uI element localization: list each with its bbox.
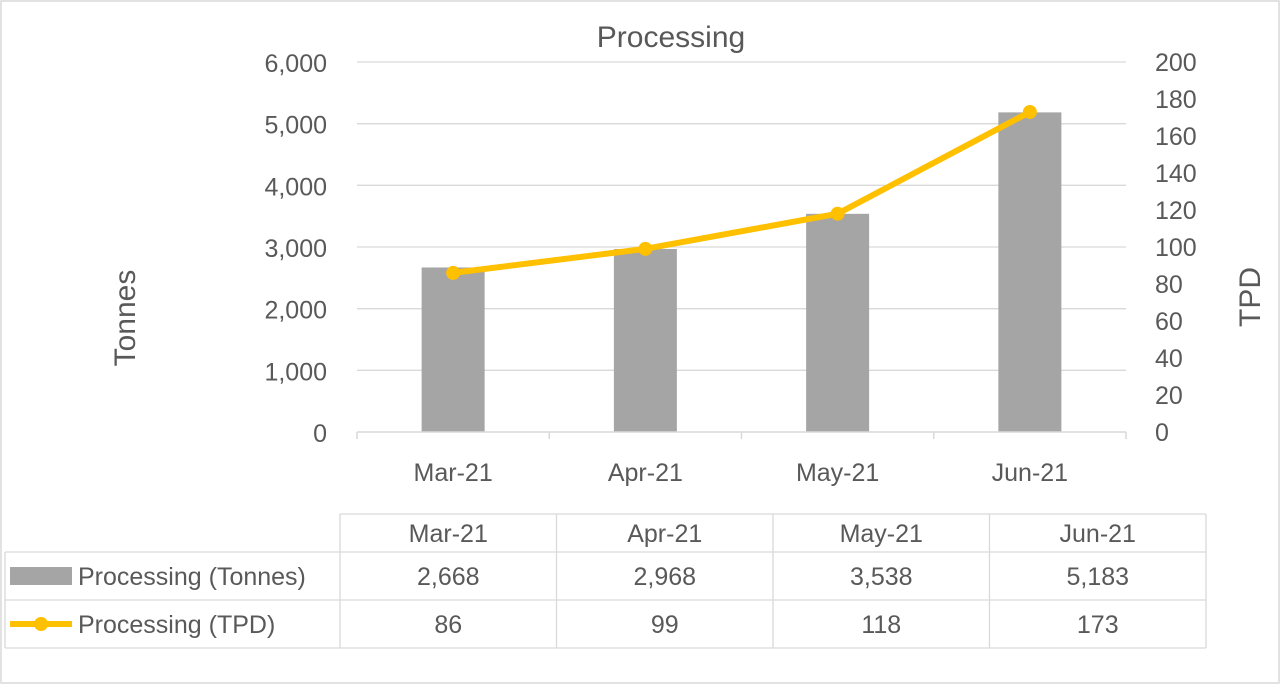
table-header-cell: Jun-21: [1060, 520, 1136, 548]
table-value-cell: 99: [651, 611, 679, 639]
y-axis-title: Tonnes: [109, 270, 142, 367]
secondary-y-tick-label: 180: [1155, 86, 1197, 114]
y-tick-label: 3,000: [264, 235, 327, 263]
table-value-cell: 2,968: [633, 563, 696, 591]
line-point: [1022, 104, 1037, 119]
legend-swatch-bar: [10, 567, 72, 585]
x-axis-ticks: Mar-21 Apr-21 May-21 Jun-21: [414, 459, 1069, 487]
line-series: [446, 104, 1037, 280]
bar: [806, 213, 870, 432]
secondary-y-tick-label: 120: [1155, 197, 1197, 225]
bar: [998, 112, 1062, 433]
bar: [421, 267, 485, 432]
y-tick-label: 4,000: [264, 173, 327, 201]
secondary-y-axis-title: TPD: [1234, 267, 1267, 327]
y-tick-label: 5,000: [264, 112, 327, 140]
secondary-y-tick-label: 60: [1155, 308, 1183, 336]
secondary-y-tick-label: 40: [1155, 345, 1183, 373]
table-header-cell: Apr-21: [627, 520, 702, 548]
secondary-y-tick-label: 140: [1155, 160, 1197, 188]
table-value-cell: 173: [1077, 611, 1119, 639]
table-value-cell: 2,668: [417, 563, 480, 591]
secondary-y-tick-label: 100: [1155, 234, 1197, 262]
y-axis-ticks: 0 1,000 2,000 3,000 4,000 5,000 6,000: [264, 50, 327, 448]
y-tick-label: 0: [313, 420, 327, 448]
table-value-cell: 86: [434, 611, 462, 639]
bar: [613, 248, 677, 432]
data-table: Mar-21 Apr-21 May-21 Jun-21 Processing (Tonn…: [4, 513, 1207, 649]
axis-lines: [356, 431, 1127, 439]
bar-series: [421, 112, 1062, 433]
legend-swatch-marker: [34, 617, 48, 631]
secondary-y-tick-label: 0: [1155, 419, 1169, 447]
line-point: [830, 206, 845, 221]
table-value-cell: 3,538: [850, 563, 913, 591]
line-point: [446, 265, 461, 280]
legend-label: Processing (TPD): [78, 611, 275, 639]
y-tick-label: 2,000: [264, 297, 327, 325]
table-header-cell: Mar-21: [409, 520, 488, 548]
x-tick-label: Apr-21: [608, 459, 683, 487]
y-tick-label: 6,000: [264, 50, 327, 78]
series-line: [450, 108, 1033, 276]
secondary-y-axis-ticks: 0 20 40 60 80 100 120 140 160 180 200: [1155, 49, 1197, 447]
x-tick-label: Jun-21: [992, 459, 1068, 487]
line-point: [638, 241, 653, 256]
x-tick-label: May-21: [796, 459, 879, 487]
gridlines: [357, 61, 1126, 371]
legend-label: Processing (Tonnes): [78, 563, 306, 591]
secondary-y-tick-label: 80: [1155, 271, 1183, 299]
chart-title: Processing: [597, 21, 745, 54]
secondary-y-tick-label: 20: [1155, 382, 1183, 410]
table-value-cell: 118: [861, 611, 901, 639]
table-header-cell: May-21: [840, 520, 923, 548]
secondary-y-tick-label: 160: [1155, 123, 1197, 151]
x-tick-label: Mar-21: [414, 459, 493, 487]
table-value-cell: 5,183: [1066, 563, 1129, 591]
y-tick-label: 1,000: [264, 358, 327, 386]
secondary-y-tick-label: 200: [1155, 49, 1197, 77]
